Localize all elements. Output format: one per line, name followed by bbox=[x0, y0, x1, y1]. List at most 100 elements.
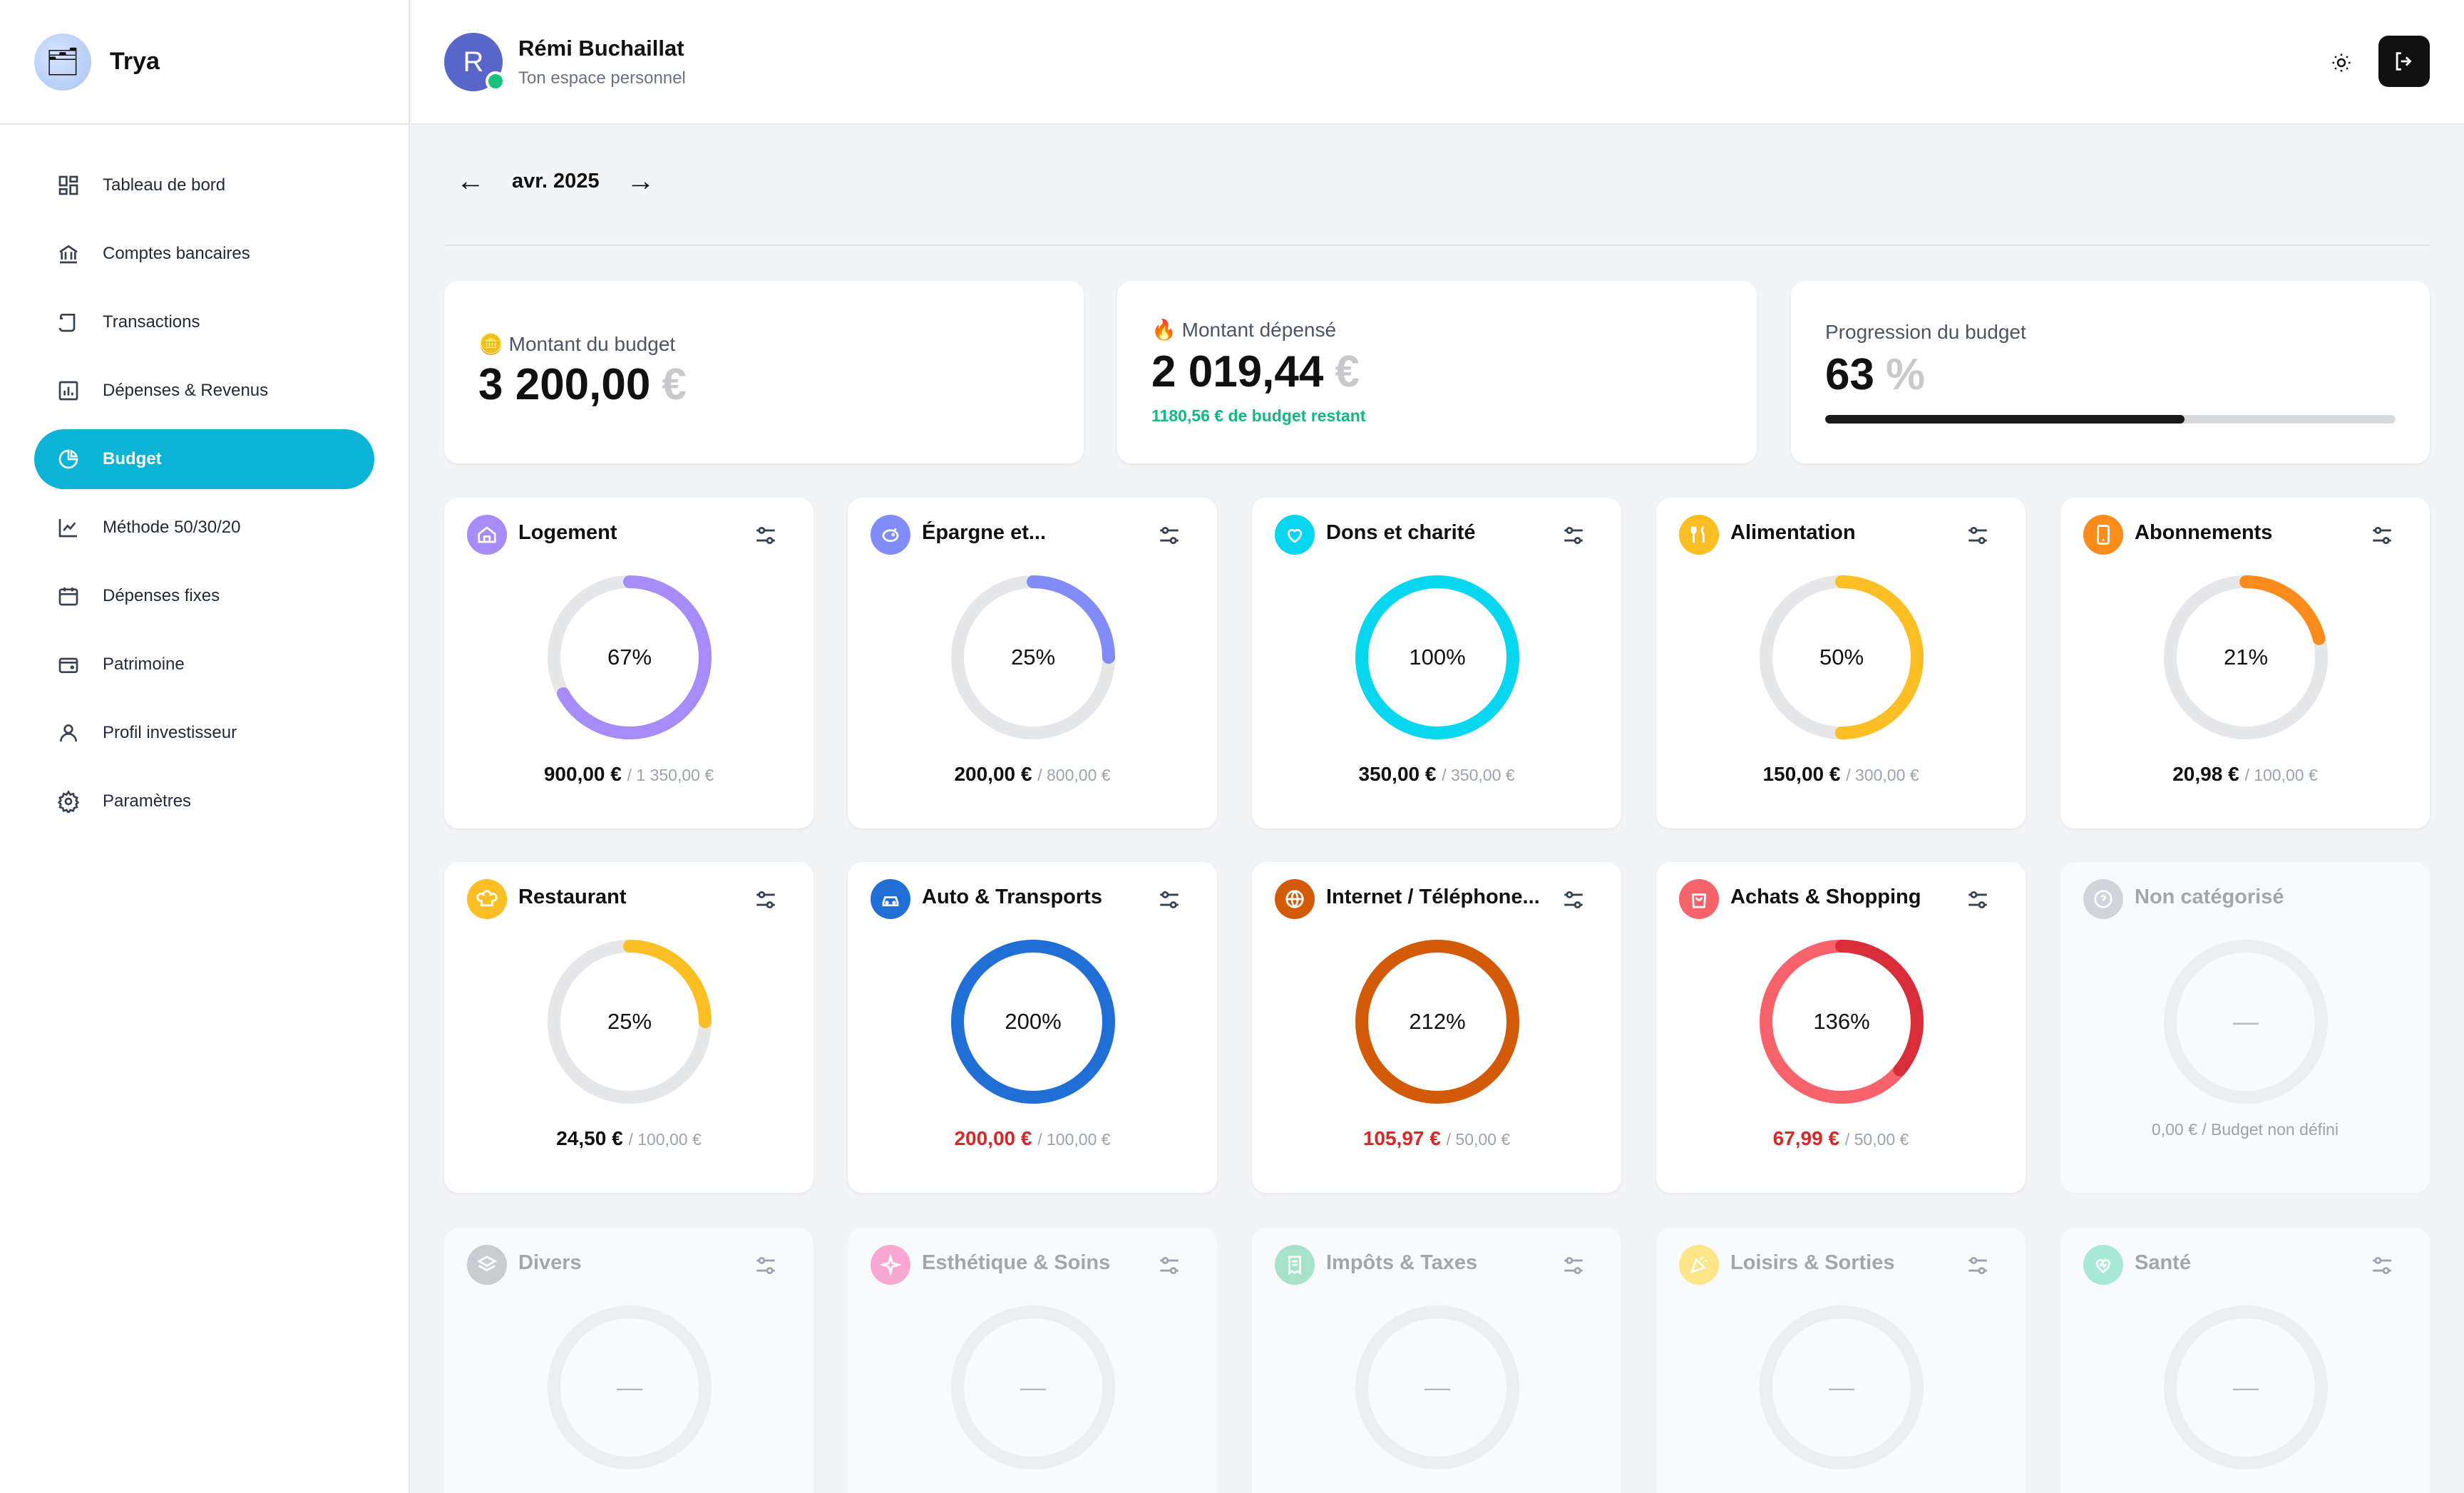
category-name: Divers bbox=[518, 1251, 582, 1274]
sidebar-item-line-chart[interactable]: Méthode 50/30/20 bbox=[34, 498, 374, 558]
sidebar-item-label: Dépenses fixes bbox=[103, 586, 220, 605]
brand-name: Trya bbox=[110, 48, 160, 75]
category-name: Loisirs & Sorties bbox=[1730, 1251, 1895, 1274]
category-card[interactable]: Alimentation 50% 150,00 € / 300,00 € bbox=[1656, 498, 2026, 828]
logout-button[interactable] bbox=[2378, 36, 2430, 87]
line-chart-icon bbox=[56, 515, 81, 540]
category-settings-button[interactable] bbox=[1561, 1253, 1586, 1278]
avatar-initial: R bbox=[463, 46, 484, 78]
adjust-settings-icon bbox=[1968, 1256, 1987, 1275]
category-settings-button[interactable] bbox=[1966, 523, 1990, 548]
donut-percent-label: 25% bbox=[607, 1009, 652, 1034]
category-card[interactable]: Impôts & Taxes — bbox=[1252, 1228, 1621, 1493]
category-card[interactable]: Loisirs & Sorties — bbox=[1656, 1228, 2026, 1493]
bank-icon bbox=[56, 241, 81, 267]
budget-donut bbox=[1355, 1305, 1519, 1469]
sidebar-item-scroll[interactable]: Transactions bbox=[34, 292, 374, 352]
online-status-dot bbox=[486, 71, 505, 91]
category-spent: 200,00 € bbox=[954, 1127, 1032, 1149]
category-total: / 800,00 € bbox=[1037, 766, 1111, 784]
user-name: Rémi Buchaillat bbox=[518, 36, 684, 61]
category-settings-button[interactable] bbox=[2370, 1253, 2394, 1278]
donut-percent-label: 67% bbox=[607, 645, 652, 669]
category-settings-button[interactable] bbox=[1157, 1253, 1181, 1278]
category-name: Auto & Transports bbox=[922, 886, 1102, 908]
category-card[interactable]: Internet / Téléphone... 212% 105,97 € / 50… bbox=[1252, 862, 1621, 1193]
month-navigator: ← avr. 2025 → bbox=[456, 165, 655, 197]
category-amount: 200,00 € / 800,00 € bbox=[848, 763, 1217, 786]
category-amount: 150,00 € / 300,00 € bbox=[1656, 763, 2026, 786]
category-card[interactable]: Santé — bbox=[2060, 1228, 2430, 1493]
donut-percent-label: 200% bbox=[1005, 1009, 1062, 1034]
party-icon bbox=[1679, 1245, 1719, 1285]
category-card[interactable]: Esthétique & Soins — bbox=[848, 1228, 1217, 1493]
category-card[interactable]: Divers — bbox=[444, 1228, 813, 1493]
budget-donut bbox=[2164, 575, 2328, 739]
category-settings-button[interactable] bbox=[1966, 888, 1990, 912]
category-name: Internet / Téléphone... bbox=[1326, 886, 1540, 908]
sidebar-item-pie-chart[interactable]: Budget bbox=[34, 429, 374, 489]
category-total: / 50,00 € bbox=[1446, 1130, 1511, 1149]
category-amount-text: 0,00 € / Budget non défini bbox=[2151, 1120, 2339, 1139]
category-card[interactable]: Épargne et... 25% 200,00 € / 800,00 € bbox=[848, 498, 1217, 828]
user-subtitle: Ton espace personnel bbox=[518, 68, 686, 88]
category-settings-button[interactable] bbox=[1157, 523, 1181, 548]
avatar[interactable]: R bbox=[444, 33, 505, 91]
budget-progress-value: 63% bbox=[1825, 350, 1926, 399]
category-spent: 67,99 € bbox=[1772, 1127, 1840, 1149]
category-card[interactable]: Abonnements 21% 20,98 € / 100,00 € bbox=[2060, 498, 2430, 828]
category-card[interactable]: Restaurant 25% 24,50 € / 100,00 € bbox=[444, 862, 813, 1193]
brand[interactable]: 🗂 Trya bbox=[0, 0, 409, 125]
budget-donut bbox=[2164, 1305, 2328, 1469]
category-settings-button[interactable] bbox=[2370, 523, 2394, 548]
previous-month-arrow-icon[interactable]: ← bbox=[456, 165, 485, 197]
category-settings-button[interactable] bbox=[754, 1253, 778, 1278]
budget-donut bbox=[951, 940, 1115, 1104]
category-total: / 50,00 € bbox=[1844, 1130, 1909, 1149]
budget-progress-fill bbox=[1825, 415, 2185, 424]
category-settings-button[interactable] bbox=[754, 523, 778, 548]
category-settings-button[interactable] bbox=[754, 888, 778, 912]
sidebar-nav: Tableau de bord Comptes bancaires Transact… bbox=[0, 125, 409, 831]
theme-toggle-button[interactable] bbox=[2326, 47, 2357, 78]
category-settings-button[interactable] bbox=[1561, 523, 1586, 548]
sidebar-item-bar-chart[interactable]: Dépenses & Revenus bbox=[34, 361, 374, 421]
donut-percent-label: — bbox=[2233, 1007, 2259, 1036]
dashboard-icon bbox=[56, 173, 81, 198]
donut-percent-label: — bbox=[2233, 1373, 2259, 1402]
budget-amount-value: 3 200,00 € bbox=[478, 360, 687, 409]
category-settings-button[interactable] bbox=[1966, 1253, 1990, 1278]
sidebar-item-gear[interactable]: Paramètres bbox=[34, 771, 374, 831]
home-icon bbox=[467, 515, 507, 555]
category-card[interactable]: Non catégorisé — 0,00 € / Budget non défin… bbox=[2060, 862, 2430, 1193]
category-name: Abonnements bbox=[2135, 521, 2273, 544]
category-card[interactable]: Auto & Transports 200% 200,00 € / 100,00 € bbox=[848, 862, 1217, 1193]
category-total: / 300,00 € bbox=[1846, 766, 1919, 784]
calendar-icon bbox=[56, 583, 81, 609]
next-month-arrow-icon[interactable]: → bbox=[626, 165, 655, 197]
category-amount: 20,98 € / 100,00 € bbox=[2060, 763, 2430, 786]
category-settings-button[interactable] bbox=[1157, 888, 1181, 912]
piggy-bank-icon bbox=[871, 515, 910, 555]
category-settings-button[interactable] bbox=[1561, 888, 1586, 912]
category-card[interactable]: Achats & Shopping 136% 67,99 € / 50,00 € bbox=[1656, 862, 2026, 1193]
category-card[interactable]: Logement 67% 900,00 € / 1 350,00 € bbox=[444, 498, 813, 828]
sidebar-item-calendar[interactable]: Dépenses fixes bbox=[34, 566, 374, 626]
category-card[interactable]: Dons et charité 100% 350,00 € / 350,00 € bbox=[1252, 498, 1621, 828]
sidebar-item-wallet[interactable]: Patrimoine bbox=[34, 635, 374, 694]
category-spent: 200,00 € bbox=[954, 763, 1032, 785]
adjust-settings-icon bbox=[1160, 891, 1179, 909]
category-name: Restaurant bbox=[518, 886, 627, 908]
sidebar-item-dashboard[interactable]: Tableau de bord bbox=[34, 155, 374, 215]
donut-percent-label: 21% bbox=[2223, 645, 2269, 669]
sidebar: 🗂 Trya Tableau de bord Comptes bancaires T… bbox=[0, 0, 410, 1493]
sidebar-item-bank[interactable]: Comptes bancaires bbox=[34, 224, 374, 284]
current-month-label: avr. 2025 bbox=[512, 170, 600, 193]
car-icon bbox=[871, 879, 910, 919]
donut-percent-label: 136% bbox=[1813, 1009, 1870, 1034]
sidebar-item-user[interactable]: Profil investisseur bbox=[34, 703, 374, 763]
utensils-icon bbox=[1679, 515, 1719, 555]
category-total: / 100,00 € bbox=[2244, 766, 2318, 784]
donut-percent-label: 25% bbox=[1010, 645, 1056, 669]
fire-icon: 🔥 bbox=[1151, 319, 1176, 341]
